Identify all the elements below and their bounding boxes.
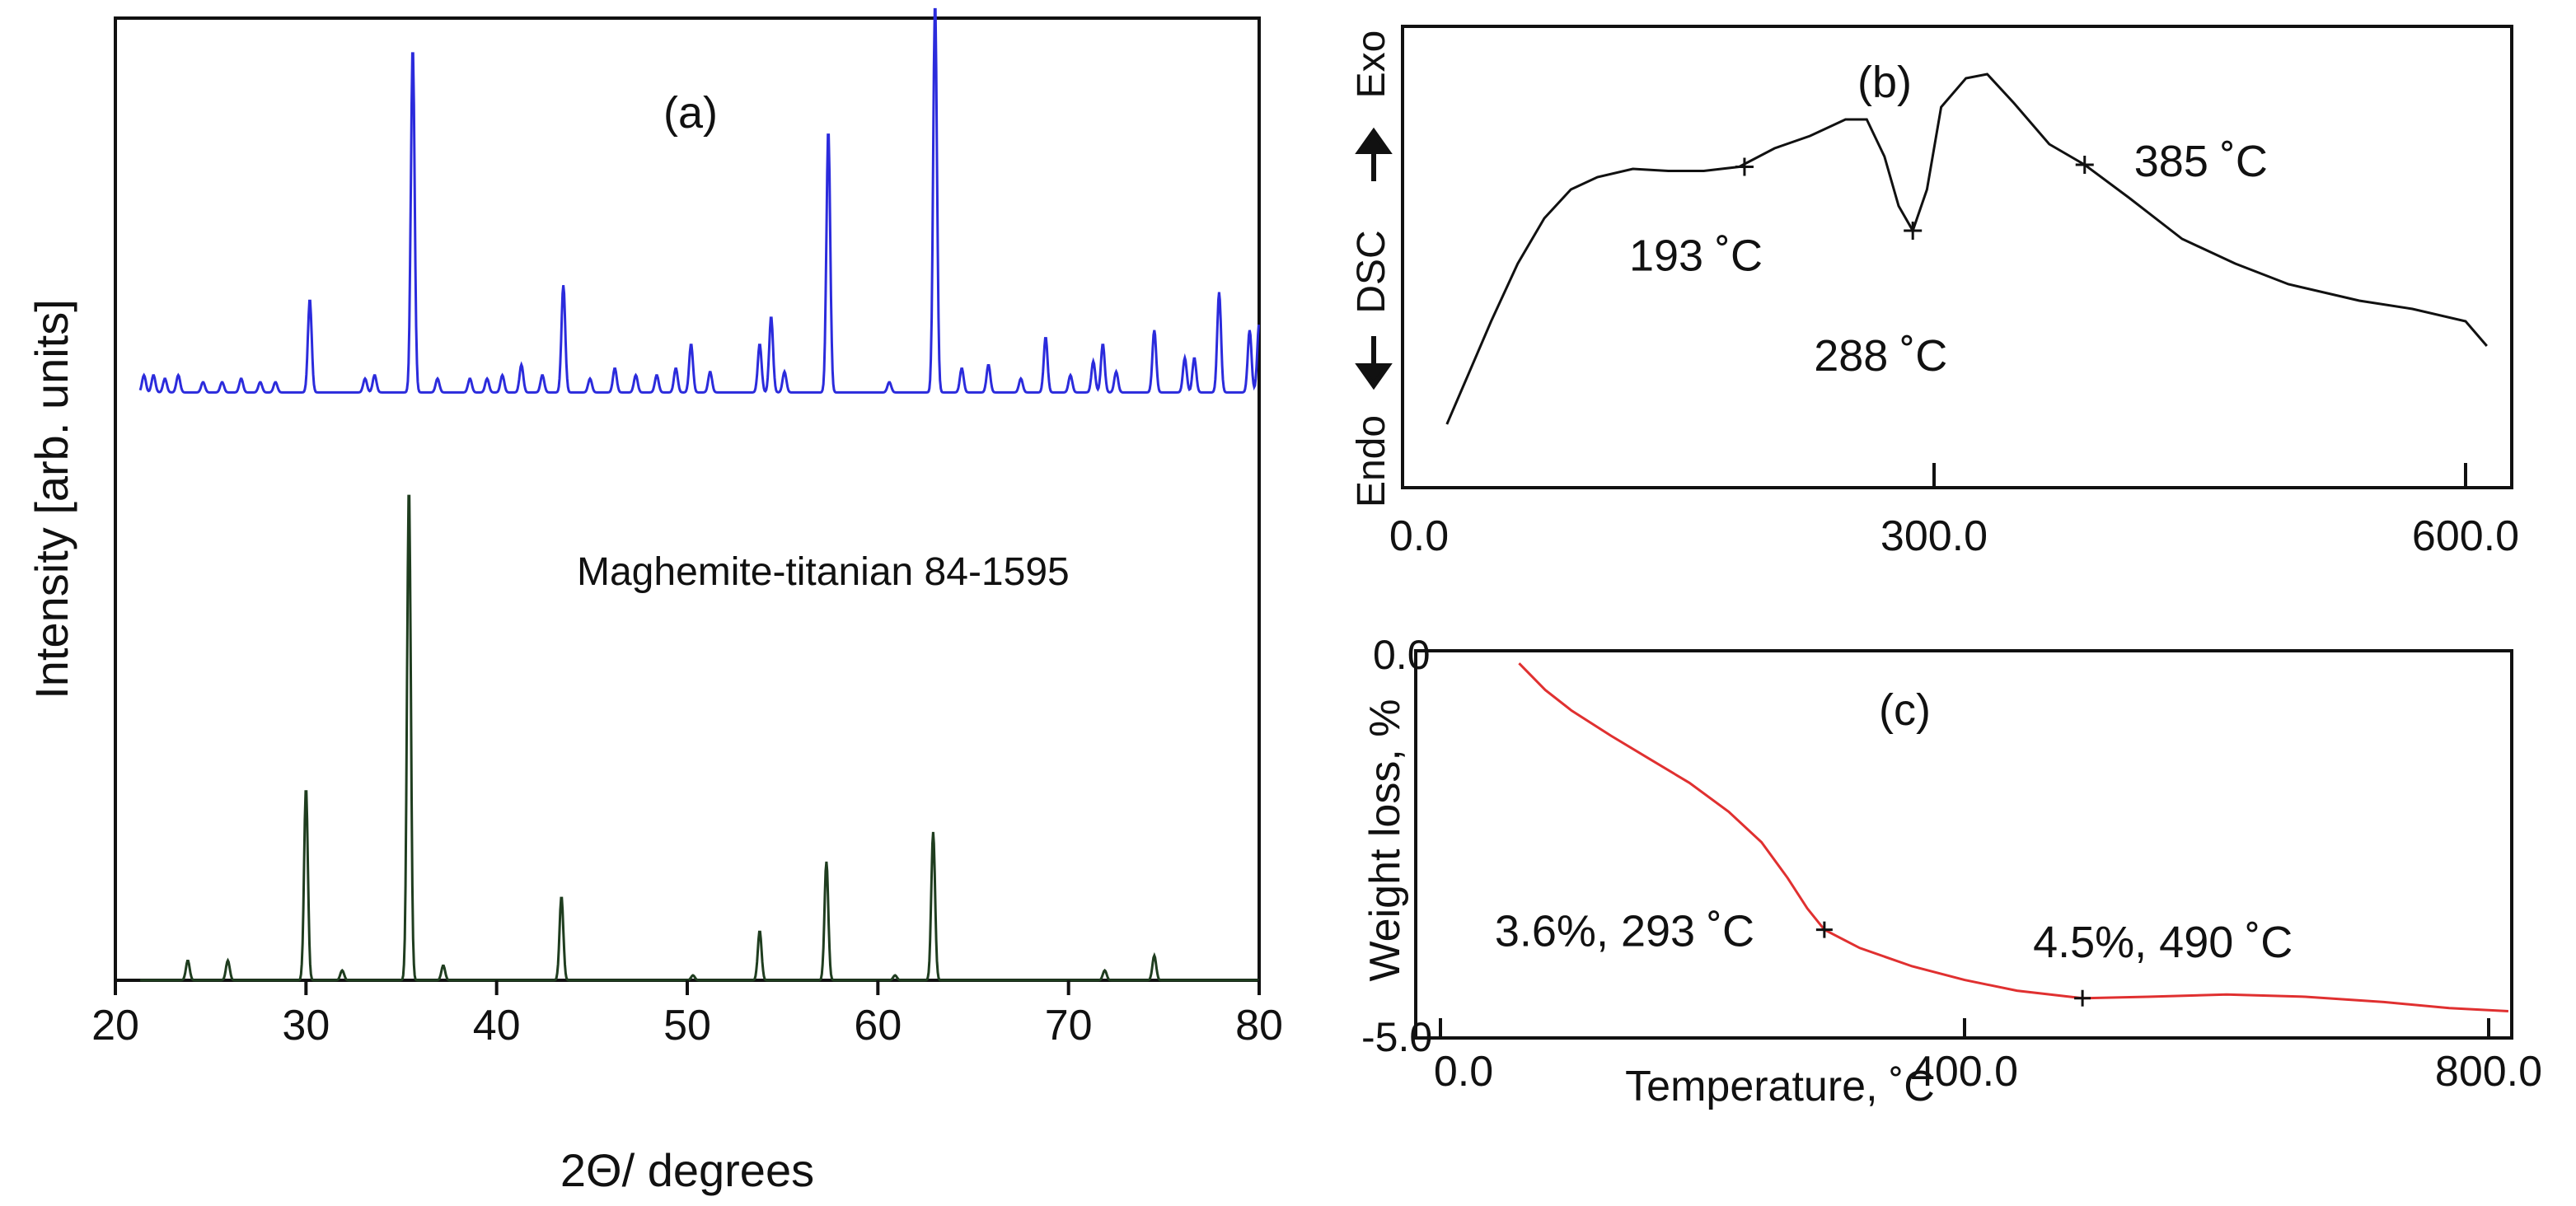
panel-a-frame: [114, 16, 1261, 982]
panel-c-x-axis-title: Temperature, ˚C: [1625, 1063, 1935, 1110]
dsc-curve-line: [1445, 72, 2488, 425]
dsc-label: DSC: [1350, 230, 1393, 313]
panel-c-y-tick-bottom: -5.0: [1361, 1014, 1432, 1060]
panel-a-x-tick-label: 20: [91, 1002, 139, 1049]
dsc-marker: [2075, 156, 2094, 174]
panel-a: (a) Maghemite-titanian 84-1595 20 30 40 50 6…: [26, 7, 1283, 1196]
panel-c-x-tick-label: 400.0: [1911, 1048, 2018, 1096]
panel-a-x-tick-label: 80: [1235, 1002, 1283, 1049]
exo-label: Exo: [1350, 30, 1393, 99]
panel-a-x-tick-label: 60: [854, 1002, 902, 1049]
tga-curve-line: [1518, 662, 2508, 1012]
reference-pattern-label: Maghemite-titanian 84-1595: [577, 550, 1070, 594]
panel-a-label: (a): [663, 88, 718, 138]
panel-c-y-axis-title: Weight loss, %: [1361, 699, 1409, 982]
dsc-marker-label: 385 ˚C: [2134, 137, 2268, 186]
panel-a-x-tick-label: 40: [473, 1002, 521, 1049]
xrd-measured-pattern-line: [138, 7, 1260, 394]
panel-b-label: (b): [1857, 58, 1912, 107]
panel-b-x-tick-label: 0.0: [1389, 512, 1449, 560]
panel-a-y-axis-title: Intensity [arb. units]: [26, 299, 77, 699]
dsc-markers: 193 ˚C 288 ˚C 385 ˚C: [1629, 137, 2268, 381]
panel-b: (b) 193 ˚C 288 ˚C 385 ˚C 0.0 300.0 600.0 End…: [1350, 25, 2519, 560]
panel-a-x-axis-title: 2Θ/ degrees: [560, 1144, 814, 1196]
panel-a-x-tick-label: 30: [282, 1002, 330, 1049]
dsc-marker: [1735, 157, 1754, 176]
panel-b-x-ticks: 0.0 300.0 600.0: [1389, 463, 2519, 560]
panel-c-y-tick-top: 0.0: [1373, 632, 1431, 678]
panel-b-x-tick-label: 300.0: [1880, 512, 1988, 560]
endo-label: Endo: [1350, 415, 1393, 507]
panel-b-frame: [1401, 25, 2513, 489]
panel-a-x-tick-label: 50: [663, 1002, 711, 1049]
xrd-reference-pattern-line: [140, 494, 1259, 982]
tga-marker-label: 4.5%, 490 ˚C: [2033, 918, 2293, 967]
panel-c: (c) 3.6%, 293 ˚C 4.5%, 490 ˚C 0.0 400.0 800…: [1361, 632, 2542, 1110]
panel-c-x-tick-label: 0.0: [1434, 1048, 1493, 1096]
tga-marker: [1815, 921, 1833, 938]
dsc-marker: [1904, 222, 1923, 240]
tga-marker: [2074, 989, 2091, 1007]
panel-b-y-axis-title: Endo DSC Exo: [1350, 30, 1393, 507]
tga-marker-label: 3.6%, 293 ˚C: [1495, 907, 1754, 956]
dsc-marker-label: 193 ˚C: [1629, 231, 1763, 281]
panel-b-x-tick-label: 600.0: [2412, 512, 2519, 560]
panel-c-x-ticks: 0.0 400.0 800.0: [1434, 1018, 2542, 1096]
panel-a-x-ticks: 20 30 40 50 60 70 80: [91, 980, 1283, 1049]
exo-arrow-icon: [1355, 127, 1393, 181]
tga-markers: 3.6%, 293 ˚C 4.5%, 490 ˚C: [1495, 907, 2293, 1007]
dsc-marker-label: 288 ˚C: [1814, 331, 1947, 381]
panel-c-x-tick-label: 800.0: [2435, 1048, 2542, 1096]
endo-arrow-icon: [1355, 336, 1393, 390]
panel-a-x-tick-label: 70: [1045, 1002, 1093, 1049]
panel-c-label: (c): [1879, 685, 1931, 735]
